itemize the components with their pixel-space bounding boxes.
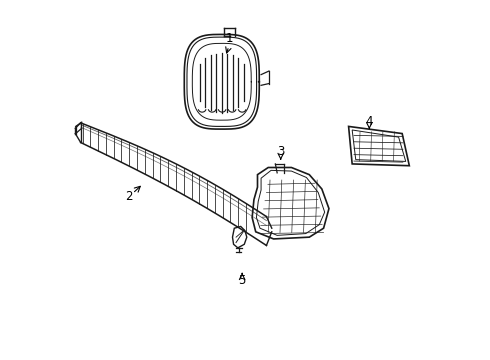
- Text: 1: 1: [225, 32, 233, 45]
- Text: 4: 4: [366, 114, 373, 127]
- Text: 3: 3: [277, 145, 284, 158]
- Text: 2: 2: [125, 190, 133, 203]
- Text: 5: 5: [239, 274, 246, 287]
